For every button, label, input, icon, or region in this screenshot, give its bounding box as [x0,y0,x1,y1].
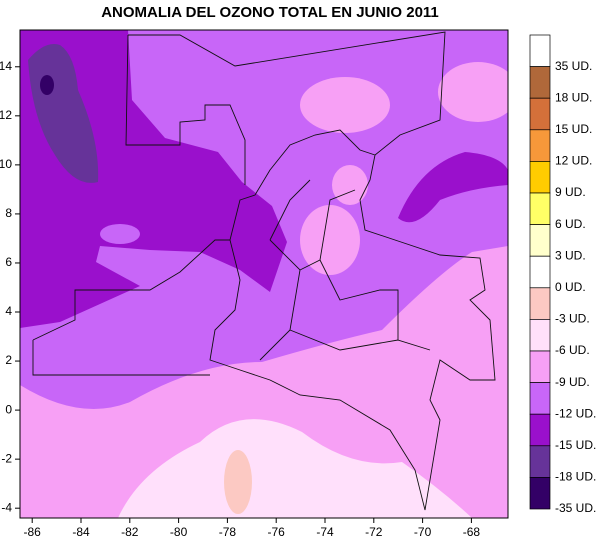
legend-swatch [529,97,551,131]
x-tick-label: -68 [463,525,481,539]
legend-label: 15 UD. [555,122,592,136]
contour [224,450,252,514]
legend-swatch [529,34,551,67]
legend-swatch [529,161,551,194]
contour [438,62,508,122]
legend-label: -3 UD. [555,312,590,326]
contour [100,224,140,244]
legend-label: 6 UD. [555,217,586,231]
contour [20,246,508,518]
plot-frame [19,29,509,519]
legend-label: -15 UD. [555,438,596,452]
legend-swatch [529,192,551,225]
legend-label: 0 UD. [555,280,586,294]
legend-swatch [529,129,551,162]
maritime-border [125,34,246,185]
legend-swatch [529,66,551,99]
legend-label: 9 UD. [555,185,586,199]
legend-label: -12 UD. [555,406,596,420]
legend-label: 3 UD. [555,248,586,262]
legend-swatch [529,382,551,415]
contour [398,152,508,223]
legend-swatch [529,413,551,447]
x-tick-label: -74 [316,525,334,539]
x-tick-label: -70 [414,525,432,539]
y-tick-label: 10 [0,157,12,171]
legend-label: -9 UD. [555,375,590,389]
maritime-border [128,31,446,156]
y-tick-label: 4 [5,304,12,318]
y-tick-label: -4 [1,500,12,514]
legend-swatch [529,287,551,320]
map-field [20,30,508,518]
legend-label: -35 UD. [555,501,596,515]
x-tick-label: -86 [24,525,42,539]
legend-label: -18 UD. [555,470,596,484]
y-tick-label: 8 [5,206,12,220]
y-tick-label: 14 [0,59,12,73]
contour [332,165,368,205]
y-tick-label: 0 [5,402,12,416]
legend-swatch [529,477,551,510]
legend-swatch [529,445,551,478]
contour [40,75,54,95]
contour [300,77,390,133]
x-tick-label: -80 [170,525,188,539]
x-tick-label: -76 [268,525,286,539]
y-tick-label: 6 [5,255,12,269]
legend-swatch [529,224,551,257]
x-tick-label: -72 [365,525,383,539]
x-tick-label: -84 [72,525,90,539]
legend-swatch [529,350,551,383]
legend-label: 35 UD. [555,59,592,73]
x-tick-label: -82 [121,525,139,539]
contour [20,30,287,328]
contour [118,419,472,518]
department-border [259,179,431,361]
maritime-border [32,239,230,376]
country-border [209,129,496,511]
contour [300,205,360,275]
legend-swatch [529,255,551,289]
x-tick-label: -78 [219,525,237,539]
legend-swatch [529,319,551,352]
legend-label: 18 UD. [555,90,592,104]
y-tick-label: 2 [5,353,12,367]
legend-label: 12 UD. [555,154,592,168]
y-tick-label: -2 [1,451,12,465]
chart-title: ANOMALIA DEL OZONO TOTAL EN JUNIO 2011 [101,4,439,21]
y-tick-label: 12 [0,108,12,122]
legend-label: -6 UD. [555,343,590,357]
